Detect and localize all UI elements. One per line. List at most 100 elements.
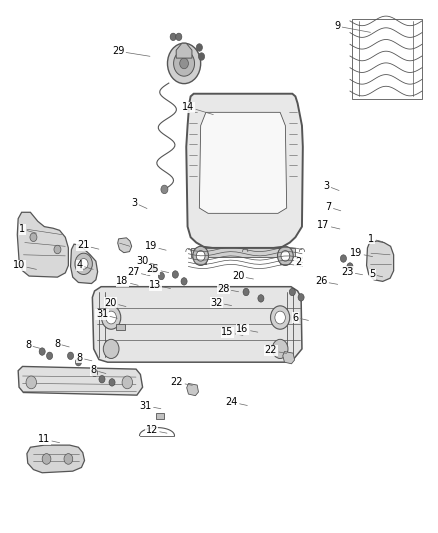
Polygon shape (280, 248, 289, 264)
Text: 21: 21 (77, 240, 99, 250)
Circle shape (173, 51, 194, 76)
Circle shape (158, 272, 164, 280)
Circle shape (46, 352, 53, 360)
Polygon shape (186, 94, 303, 248)
Text: 20: 20 (232, 271, 254, 281)
Circle shape (67, 352, 74, 360)
Circle shape (278, 246, 293, 265)
Text: 8: 8 (54, 338, 69, 349)
Text: 24: 24 (226, 397, 247, 407)
Text: 27: 27 (127, 267, 150, 277)
Text: 14: 14 (182, 102, 213, 115)
Text: 18: 18 (117, 277, 138, 286)
Polygon shape (18, 367, 143, 395)
Circle shape (92, 369, 98, 376)
Polygon shape (283, 352, 294, 364)
Text: 19: 19 (350, 248, 373, 258)
Polygon shape (117, 324, 125, 330)
Text: 1: 1 (19, 224, 36, 235)
Circle shape (75, 253, 92, 274)
Circle shape (193, 246, 208, 265)
Circle shape (289, 288, 295, 296)
Text: 25: 25 (147, 264, 169, 274)
Circle shape (198, 53, 205, 60)
Circle shape (172, 271, 178, 278)
Circle shape (42, 454, 51, 464)
Text: 4: 4 (77, 261, 93, 270)
Text: 8: 8 (91, 365, 106, 375)
Circle shape (181, 278, 187, 285)
Circle shape (106, 311, 117, 324)
Text: 2: 2 (295, 257, 301, 267)
Text: 17: 17 (317, 220, 340, 230)
Circle shape (275, 311, 286, 324)
Polygon shape (187, 383, 198, 395)
Text: 22: 22 (171, 377, 192, 387)
Text: 31: 31 (140, 401, 161, 411)
Text: 5: 5 (369, 270, 383, 279)
Text: 12: 12 (145, 425, 167, 435)
Circle shape (347, 263, 353, 270)
Text: 11: 11 (38, 434, 60, 445)
Circle shape (102, 306, 121, 329)
Polygon shape (155, 413, 164, 419)
Polygon shape (191, 248, 295, 257)
Circle shape (109, 378, 115, 386)
Polygon shape (27, 445, 85, 473)
Text: 1: 1 (368, 234, 383, 244)
Text: 26: 26 (315, 277, 338, 286)
Circle shape (196, 44, 202, 51)
Circle shape (243, 288, 249, 296)
Text: 32: 32 (210, 297, 232, 308)
Circle shape (170, 33, 176, 41)
Polygon shape (199, 112, 287, 213)
Text: 15: 15 (221, 327, 243, 337)
Circle shape (258, 295, 264, 302)
Circle shape (75, 359, 81, 366)
Text: 23: 23 (341, 267, 363, 277)
Text: 7: 7 (325, 202, 341, 212)
Polygon shape (367, 241, 394, 281)
Text: 3: 3 (131, 198, 147, 208)
Circle shape (180, 58, 188, 69)
Text: 31: 31 (96, 309, 117, 319)
Text: 30: 30 (136, 256, 157, 266)
Circle shape (167, 43, 201, 84)
Text: 19: 19 (145, 241, 166, 251)
Polygon shape (71, 244, 98, 284)
Circle shape (30, 233, 37, 241)
Circle shape (196, 251, 205, 261)
Circle shape (103, 340, 119, 359)
Circle shape (161, 185, 168, 193)
Circle shape (64, 454, 73, 464)
Text: 8: 8 (25, 340, 41, 350)
Circle shape (298, 294, 304, 301)
Circle shape (39, 348, 45, 356)
Text: 3: 3 (323, 181, 339, 191)
Polygon shape (92, 287, 302, 362)
Polygon shape (17, 212, 68, 277)
Text: 10: 10 (13, 261, 36, 270)
Circle shape (122, 376, 133, 389)
Text: 9: 9 (334, 21, 371, 33)
Text: 20: 20 (104, 297, 126, 308)
Circle shape (281, 251, 290, 261)
Circle shape (340, 255, 346, 262)
Circle shape (151, 265, 157, 273)
Text: 22: 22 (265, 345, 286, 356)
Circle shape (79, 259, 88, 269)
Text: 28: 28 (217, 284, 239, 294)
Text: 13: 13 (149, 280, 170, 290)
Circle shape (271, 306, 290, 329)
Circle shape (54, 245, 61, 254)
Circle shape (272, 340, 288, 359)
Polygon shape (176, 43, 192, 58)
Text: 8: 8 (77, 353, 92, 363)
Circle shape (176, 33, 182, 41)
Circle shape (26, 376, 36, 389)
Text: 29: 29 (112, 46, 150, 56)
Circle shape (99, 375, 105, 383)
Text: 16: 16 (237, 324, 258, 334)
Polygon shape (197, 248, 206, 264)
Polygon shape (118, 238, 132, 253)
